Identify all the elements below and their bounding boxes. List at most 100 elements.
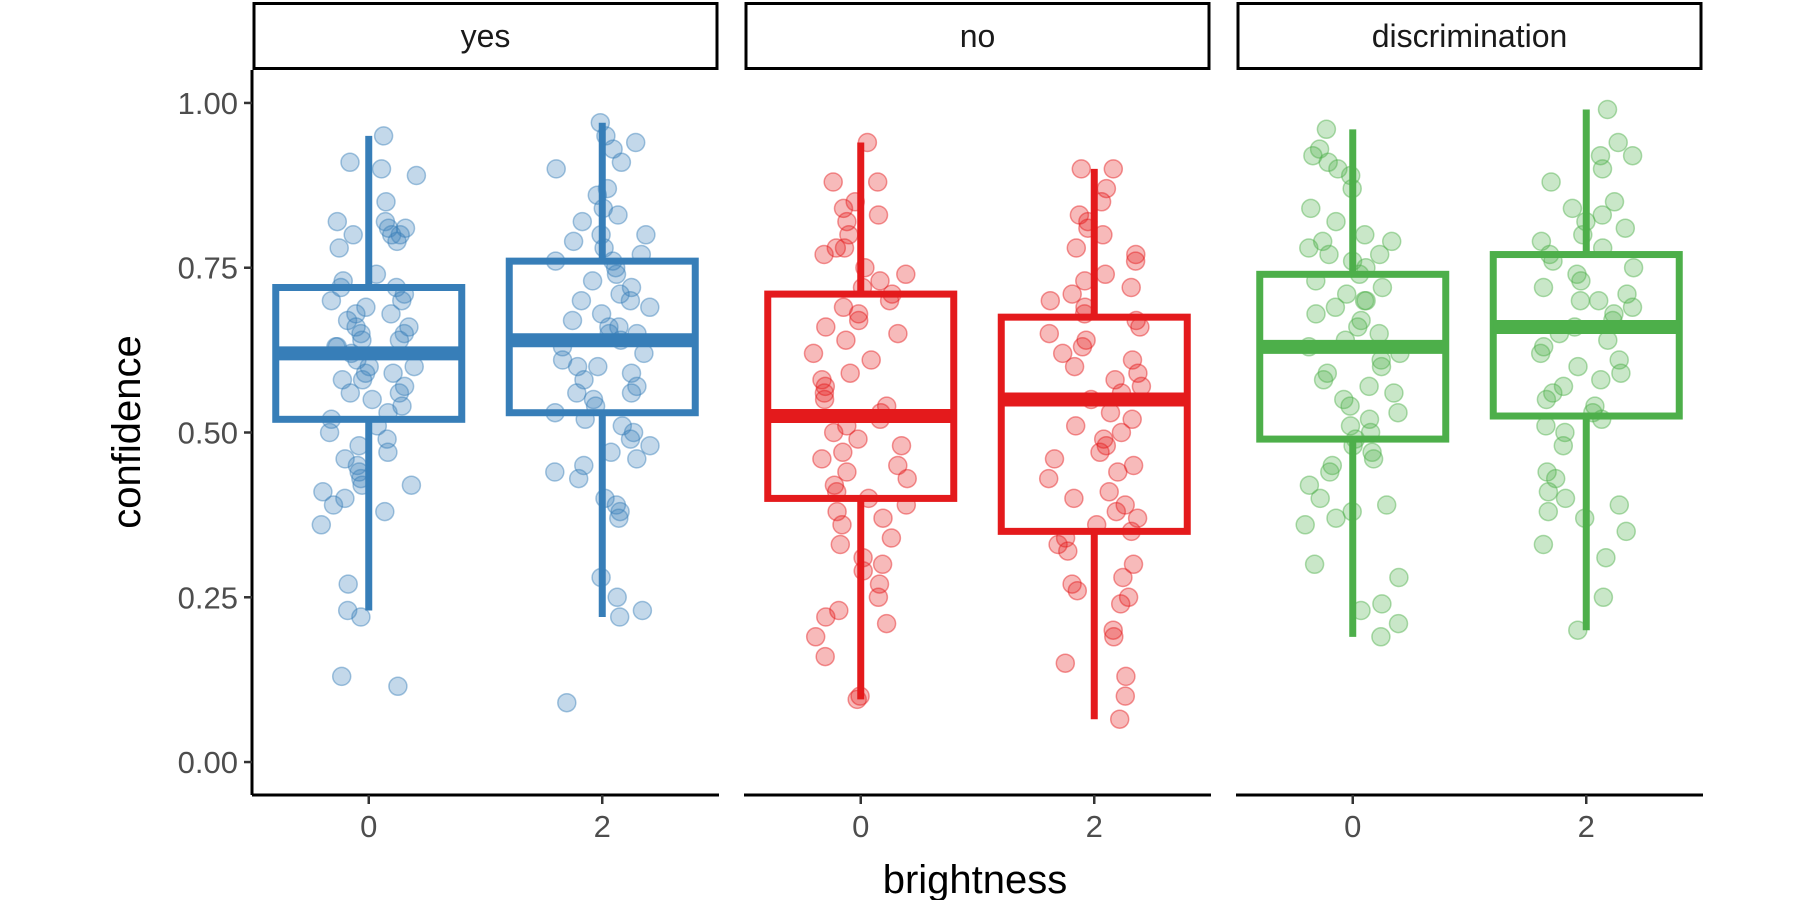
data-point (319, 422, 340, 443)
data-point (833, 297, 854, 318)
data-point (1555, 488, 1576, 509)
y-tick-label: 0.25 (178, 580, 238, 615)
data-point (1597, 99, 1618, 120)
data-point (836, 330, 856, 350)
data-point (1359, 376, 1379, 397)
data-point (346, 304, 366, 324)
data-point (814, 383, 835, 403)
y-axis: 0.00 0.25 0.50 0.75 1.00 (178, 70, 254, 795)
data-point (1530, 343, 1551, 364)
data-point (829, 600, 849, 621)
data-point (1123, 554, 1144, 575)
data-point (1538, 482, 1559, 502)
data-point (848, 310, 869, 331)
data-point (607, 587, 627, 608)
data-point (620, 290, 641, 311)
box-group (997, 159, 1191, 729)
data-point (1039, 323, 1060, 344)
data-point (1066, 238, 1087, 258)
data-point (873, 508, 893, 528)
data-point (1044, 449, 1065, 469)
data-point (872, 554, 893, 575)
data-point (1108, 462, 1128, 482)
data-point (371, 159, 392, 179)
data-point (826, 238, 847, 258)
data-point (632, 600, 653, 621)
data-point (827, 501, 847, 522)
data-point (870, 271, 890, 291)
data-point (1372, 594, 1392, 614)
data-point (609, 508, 629, 528)
data-point (574, 455, 594, 476)
data-point (640, 435, 660, 456)
data-point (591, 304, 612, 324)
data-point (1592, 205, 1613, 225)
data-point (1122, 350, 1143, 370)
data-point (606, 495, 627, 515)
data-point (1328, 159, 1348, 179)
facet-strip-label: yes (461, 18, 511, 54)
data-point (1590, 145, 1611, 166)
data-point (1301, 198, 1321, 219)
data-point (1055, 653, 1076, 673)
data-point (1317, 363, 1338, 383)
data-point (1038, 468, 1059, 489)
data-point (545, 462, 565, 482)
data-point (323, 495, 344, 515)
data-point (608, 205, 628, 225)
x-tick-label: 0 (1344, 809, 1361, 844)
data-point (1340, 396, 1360, 416)
data-point (1538, 501, 1559, 522)
data-point (563, 231, 584, 252)
data-point (621, 383, 642, 403)
data-point (1313, 370, 1334, 390)
data-point (823, 422, 844, 443)
data-point (1371, 356, 1392, 377)
y-tick-label: 0.50 (178, 416, 238, 451)
data-point (1106, 501, 1127, 522)
data-point (867, 172, 888, 192)
data-point (387, 231, 407, 252)
data-point (868, 205, 889, 225)
data-point (1615, 218, 1636, 238)
data-point (814, 244, 834, 265)
box-iqr (1489, 251, 1683, 420)
data-point (623, 422, 644, 443)
data-point (1072, 337, 1093, 357)
data-point (1303, 145, 1323, 166)
data-point (1371, 627, 1391, 647)
data-point (340, 383, 361, 403)
data-point (399, 317, 419, 337)
data-point (1116, 666, 1136, 687)
data-point (812, 449, 832, 469)
data-point (1622, 297, 1643, 318)
data-point (1104, 627, 1124, 647)
data-point (1316, 119, 1337, 140)
data-point (582, 271, 603, 291)
data-point (388, 676, 408, 697)
data-point (1062, 574, 1082, 594)
box-group (1489, 99, 1683, 640)
data-point (1111, 422, 1132, 443)
data-point (1623, 257, 1644, 278)
data-point (1319, 244, 1339, 265)
data-point (567, 356, 588, 377)
data-point (1306, 304, 1326, 324)
data-point (394, 376, 415, 397)
data-point (1608, 132, 1628, 153)
data-point (329, 238, 349, 258)
data-point (824, 475, 845, 495)
data-point (390, 225, 410, 245)
data-point (1588, 290, 1609, 311)
data-point (1531, 231, 1552, 252)
data-point (1096, 435, 1117, 456)
data-point (1381, 231, 1402, 252)
box-group (764, 132, 958, 710)
data-point (1611, 363, 1631, 383)
jitter-points (311, 126, 427, 697)
data-point (1064, 356, 1085, 377)
data-point (832, 515, 852, 535)
data-point (1110, 594, 1131, 614)
data-point (1562, 198, 1583, 219)
data-point (583, 389, 604, 410)
